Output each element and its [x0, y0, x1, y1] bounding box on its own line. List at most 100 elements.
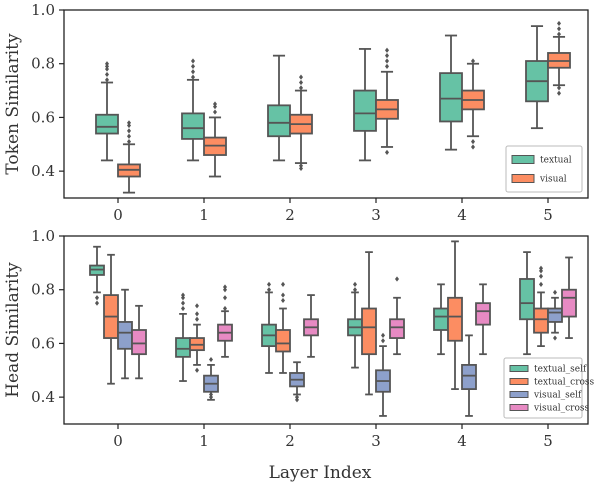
head-panel-box-textual_self-5	[519, 278, 535, 321]
head-panel-box-visual_self-1-flier	[209, 356, 213, 363]
token-panel-box-visual-2-flier	[299, 163, 303, 169]
head-panel-legend-label-visual_self: visual_self	[533, 391, 582, 401]
token-panel-ytick-label: 0.4	[31, 162, 55, 180]
head-panel-box-visual_self-5-flier	[553, 335, 557, 341]
token-panel-box-textual-0-flier	[105, 77, 109, 83]
head-panel-box-textual_cross-5-flier	[539, 273, 543, 279]
head-panel-box-textual_self-2-flier	[267, 281, 271, 287]
token-panel-xtick-label: 4	[457, 206, 467, 224]
token-panel-legend-swatch-textual	[511, 155, 535, 164]
token-panel-box-textual-1-flier	[191, 63, 195, 69]
head-panel-ytick-label: 1.0	[31, 227, 55, 245]
head-panel-box-visual_self-1-flier	[209, 391, 213, 398]
token-panel-box-visual-0-flier	[127, 139, 131, 145]
head-panel-box-textual_cross-2-flier	[281, 281, 285, 287]
head-panel-box-visual_self-2-flier	[295, 397, 299, 403]
head-panel-legend	[503, 357, 583, 419]
token-panel-legend-label-textual: textual	[540, 156, 572, 166]
head-panel-legend-label-visual_cross: visual_cross	[533, 404, 590, 414]
token-panel-box-visual-5-flier	[557, 20, 561, 27]
head-panel-box-textual_cross-5	[533, 307, 549, 334]
head-panel-box-textual_cross-4	[447, 296, 463, 342]
head-panel-box-visual_cross-1-flier	[223, 284, 227, 290]
token-panel-box-textual-0-flier	[105, 71, 109, 78]
token-panel-box-visual-5-flier	[557, 26, 561, 32]
head-panel-ytick-label: 0.6	[31, 334, 55, 352]
token-panel-frame	[63, 9, 589, 199]
token-panel-xtick-label: 0	[113, 206, 123, 224]
token-panel-xtick-label: 1	[199, 206, 209, 224]
head-panel-box-textual_self-4	[433, 307, 449, 331]
head-panel-legend-label-textual_self: textual_self	[534, 365, 587, 375]
token-panel-box-visual-1-flier	[213, 109, 217, 115]
token-panel-box-visual-1-flier	[213, 104, 217, 110]
token-panel-box-visual-0-flier	[127, 128, 131, 134]
head-panel-box-visual_cross-0	[131, 329, 147, 356]
head-panel-box-textual_self-1-flier	[181, 300, 185, 306]
head-panel-box-textual_cross-2	[275, 329, 291, 353]
token-panel-box-visual-3-flier	[385, 58, 389, 64]
head-panel-legend-swatch-visual_cross	[509, 404, 529, 411]
head-panel-box-textual_cross-2-flier	[281, 297, 285, 304]
token-panel-box-visual-4-flier	[471, 58, 475, 64]
head-panel-box-visual_self-5-flier	[553, 289, 557, 295]
token-panel-ytick-label: 0.8	[31, 55, 55, 73]
token-panel-box-textual-1	[181, 112, 205, 140]
token-panel-box-textual-1-flier	[191, 58, 195, 64]
token-panel-box-visual-3-flier	[385, 149, 389, 155]
token-panel-box-visual-4-flier	[471, 144, 475, 150]
head-panel-box-visual_cross-5	[561, 288, 577, 318]
head-panel-box-textual_cross-1-flier	[195, 311, 199, 317]
head-panel-xtick-label: 1	[199, 432, 209, 450]
head-panel-box-textual_self-1-flier	[181, 305, 185, 312]
head-panel-box-textual_self-2-flier	[267, 287, 271, 293]
head-panel-box-textual_self-0-flier	[95, 295, 99, 301]
head-panel-box-textual_cross-2-flier	[281, 292, 285, 298]
head-panel-xtick-label: 5	[543, 432, 553, 450]
token-panel-box-visual-5-flier	[557, 90, 561, 96]
head-panel-box-textual_self-3-flier	[353, 287, 357, 293]
token-panel-ytick-label: 1.0	[31, 1, 55, 19]
head-panel-box-visual_self-5	[547, 307, 563, 323]
head-panel-box-visual_self-3-flier	[381, 338, 385, 344]
head-panel-box-visual_cross-1-flier	[223, 287, 227, 293]
head-panel-box-visual_cross-1-flier	[223, 305, 227, 312]
token-panel-box-textual-1-flier	[191, 69, 195, 75]
token-panel-box-textual-0-flier	[105, 63, 109, 69]
token-panel-box-visual-3-flier	[385, 53, 389, 59]
token-panel-legend-swatch-visual	[511, 174, 535, 183]
token-panel-box-visual-4-flier	[471, 139, 475, 145]
head-panel-xtick-label: 4	[457, 432, 467, 450]
token-panel-box-visual-5-flier	[557, 31, 561, 37]
head-panel-box-textual_cross-1-flier	[195, 367, 199, 373]
token-panel-box-visual-5-flier	[557, 85, 561, 91]
head-panel-box-textual_self-0-flier	[95, 300, 99, 306]
head-panel-box-textual_cross-5-flier	[539, 281, 543, 287]
token-panel-box-visual-0-flier	[127, 133, 131, 139]
head-panel-ytick-label: 0.8	[31, 281, 55, 299]
head-panel-box-textual_self-1-flier	[181, 295, 185, 301]
token-panel-box-textual-0-flier	[105, 61, 109, 67]
head-panel-legend-swatch-textual_cross	[509, 378, 529, 385]
head-panel-box-textual_self-3-flier	[353, 281, 357, 287]
head-panel-box-visual_self-4	[461, 364, 477, 390]
token-panel-box-visual-2-flier	[299, 165, 303, 172]
token-panel-box-visual-2-flier	[299, 79, 303, 86]
head-panel-xtick-label: 2	[285, 432, 295, 450]
token-panel-xtick-label: 2	[285, 206, 295, 224]
head-panel-frame	[63, 235, 589, 425]
token-panel-xtick-label: 3	[371, 206, 381, 224]
token-panel-ytick-label: 0.6	[31, 108, 55, 126]
token-panel-box-textual-0-flier	[105, 66, 109, 72]
head-panel-box-visual_cross-3	[389, 318, 405, 339]
head-panel-xtick-label: 3	[371, 432, 381, 450]
token-panel-box-visual-0-flier	[127, 122, 131, 129]
token-panel-box-visual-0-flier	[127, 120, 131, 126]
head-panel-box-textual_cross-3	[361, 307, 377, 356]
head-panel-box-visual_self-0	[117, 321, 133, 350]
head-panel-box-textual_self-1-flier	[181, 292, 185, 298]
head-panel-box-textual_cross-5-flier	[539, 265, 543, 271]
token-panel-box-textual-3	[353, 89, 377, 132]
